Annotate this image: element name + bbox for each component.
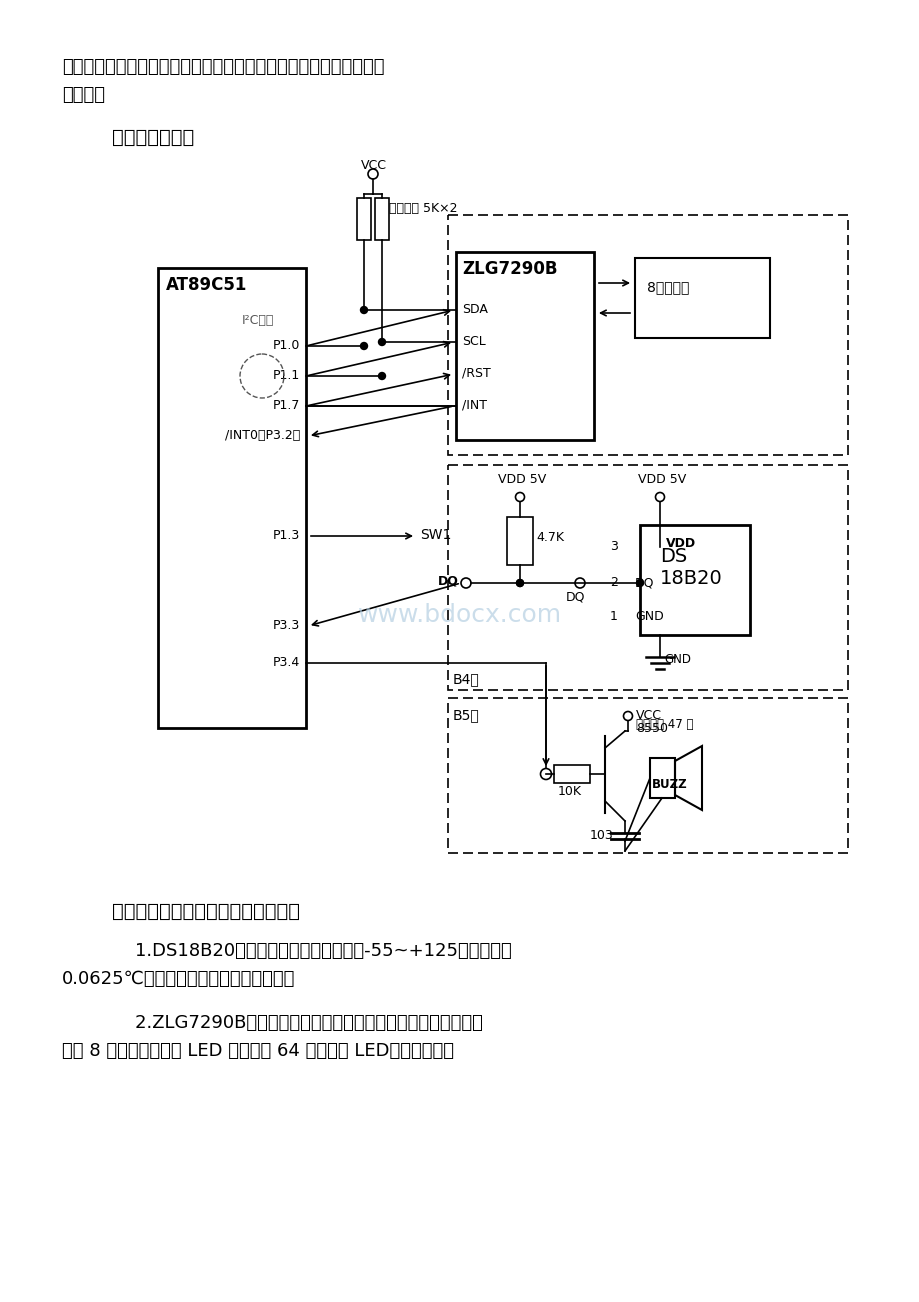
Bar — [448, 465, 847, 690]
Text: B4区: B4区 — [452, 672, 479, 686]
Text: AT89C51: AT89C51 — [165, 276, 247, 294]
Circle shape — [360, 342, 367, 349]
Text: P3.3: P3.3 — [272, 618, 300, 631]
Text: VDD 5V: VDD 5V — [637, 473, 686, 486]
Text: 上拉电阻 5K×2: 上拉电阻 5K×2 — [389, 202, 457, 215]
Text: 103: 103 — [589, 829, 613, 842]
Text: 三．系统电路图: 三．系统电路图 — [112, 128, 194, 147]
Circle shape — [378, 339, 385, 345]
Text: 1.DS18B20：用于测定温度，测量范围-55~+125，分辨率为: 1.DS18B20：用于测定温度，测量范围-55~+125，分辨率为 — [112, 943, 511, 960]
Text: 1: 1 — [609, 611, 618, 622]
Text: 温度值。: 温度值。 — [62, 86, 105, 104]
Text: 3: 3 — [609, 540, 618, 553]
Text: SW1: SW1 — [420, 529, 451, 542]
Circle shape — [516, 579, 523, 586]
Text: www.bdocx.com: www.bdocx.com — [357, 603, 562, 628]
Bar — [634, 258, 769, 339]
Text: 8位数码管: 8位数码管 — [646, 280, 688, 294]
Text: DQ: DQ — [565, 590, 584, 603]
Text: 驱动 8 位共阴极结构的 LED 数码管或 64 位独立的 LED，同时还能扫: 驱动 8 位共阴极结构的 LED 数码管或 64 位独立的 LED，同时还能扫 — [62, 1042, 453, 1060]
Text: 8550: 8550 — [635, 723, 667, 736]
Text: P1.1: P1.1 — [272, 368, 300, 381]
Text: P1.3: P1.3 — [272, 529, 300, 542]
Text: SDA: SDA — [461, 303, 487, 316]
Circle shape — [378, 372, 385, 379]
Text: VDD 5V: VDD 5V — [497, 473, 546, 486]
Text: VCC: VCC — [360, 159, 387, 172]
Text: 2.ZLG7290B：用于数码管动态显示驱动，键盘扫描管理。能够: 2.ZLG7290B：用于数码管动态显示驱动，键盘扫描管理。能够 — [112, 1014, 482, 1032]
Text: I²C总线: I²C总线 — [242, 314, 274, 327]
Text: /INT: /INT — [461, 398, 486, 411]
Text: GND: GND — [634, 611, 663, 622]
Circle shape — [636, 579, 642, 586]
Text: 2: 2 — [609, 575, 618, 589]
Bar — [553, 766, 589, 783]
Text: BUZZ: BUZZ — [652, 779, 686, 792]
Text: 10K: 10K — [558, 785, 582, 798]
Text: 不断循环采集温度比较，并可随时进入中断来修改温度上下限和查看: 不断循环采集温度比较，并可随时进入中断来修改温度上下限和查看 — [62, 59, 384, 76]
Text: SCL: SCL — [461, 335, 485, 348]
Text: P1.7: P1.7 — [272, 398, 300, 411]
Bar — [640, 525, 749, 635]
Bar — [506, 517, 532, 565]
Text: /INT0（P3.2）: /INT0（P3.2） — [224, 428, 300, 441]
Bar — [357, 198, 370, 240]
Text: DS
18B20: DS 18B20 — [659, 547, 722, 589]
Text: VCC: VCC — [635, 710, 662, 723]
Text: P3.4: P3.4 — [272, 656, 300, 669]
Bar — [456, 253, 594, 440]
Text: P1.0: P1.0 — [272, 339, 300, 352]
Circle shape — [516, 579, 523, 586]
Text: GND: GND — [664, 654, 690, 667]
Text: 0.0625℃，数据格式为二进制补码形式。: 0.0625℃，数据格式为二进制补码形式。 — [62, 970, 295, 988]
Bar — [375, 198, 389, 240]
Text: 四．外围接口模块硬件电路功能描述: 四．外围接口模块硬件电路功能描述 — [112, 902, 300, 921]
Bar — [650, 758, 675, 798]
Text: DQ: DQ — [634, 575, 653, 589]
Text: /RST: /RST — [461, 367, 490, 380]
Text: 4.7K: 4.7K — [536, 531, 563, 544]
Bar — [448, 215, 847, 454]
Bar — [448, 698, 847, 853]
Text: 保护电阻 47 欧: 保护电阻 47 欧 — [635, 717, 693, 730]
Bar — [158, 268, 306, 728]
Text: VDD: VDD — [665, 536, 696, 549]
Text: B5区: B5区 — [452, 708, 479, 723]
Text: ZLG7290B: ZLG7290B — [461, 260, 557, 279]
Text: DQ: DQ — [437, 574, 459, 587]
Circle shape — [360, 306, 367, 314]
